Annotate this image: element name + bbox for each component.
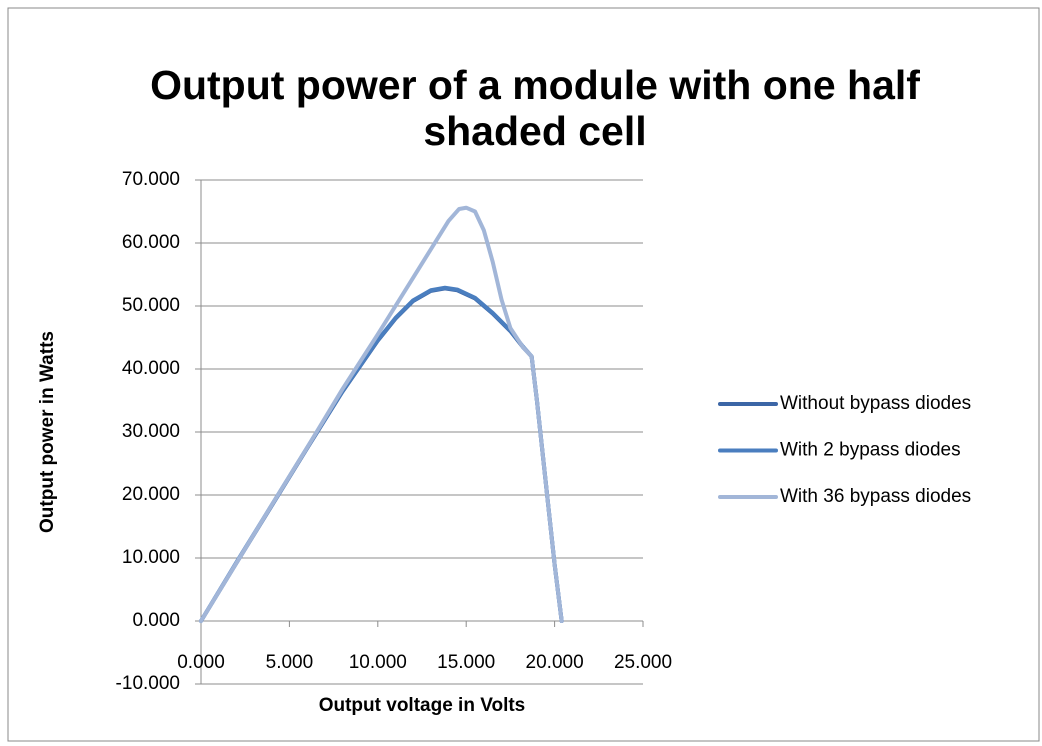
x-axis-label: Output voltage in Volts (319, 695, 526, 716)
x-tick-label: 0.000 (177, 652, 225, 673)
y-tick-label: 30.000 (122, 421, 180, 442)
y-tick-label: 0.000 (132, 610, 180, 631)
y-tick-label: 20.000 (122, 484, 180, 505)
x-tick-label: 5.000 (266, 652, 314, 673)
y-tick-label: 50.000 (122, 295, 180, 316)
y-tick-label: 40.000 (122, 358, 180, 379)
legend-label: With 2 bypass diodes (780, 440, 961, 461)
legend-label: With 36 bypass diodes (780, 486, 971, 507)
chart-title: Output power of a module with one half s… (150, 62, 920, 154)
x-tick-label: 20.000 (526, 652, 584, 673)
series-line (199, 205, 564, 623)
chart-border (7, 7, 1040, 742)
legend-label: Without bypass diodes (780, 393, 971, 414)
y-axis-label: Output power in Watts (37, 331, 58, 533)
x-tick-label: 25.000 (614, 652, 672, 673)
y-tick-label: -10.000 (116, 673, 180, 694)
x-tick-label: 15.000 (437, 652, 495, 673)
y-tick-label: 70.000 (122, 169, 180, 190)
x-tick-label: 10.000 (349, 652, 407, 673)
y-tick-label: 60.000 (122, 232, 180, 253)
y-tick-label: 10.000 (122, 547, 180, 568)
